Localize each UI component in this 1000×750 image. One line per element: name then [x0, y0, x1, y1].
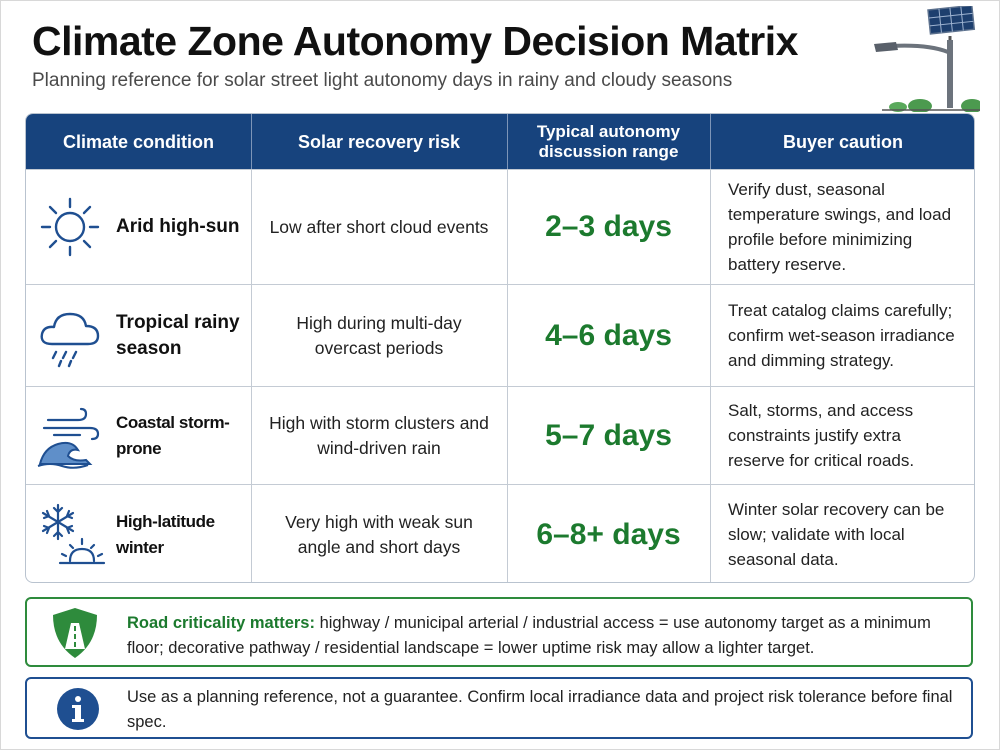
risk-cell: Low after short cloud events	[269, 216, 489, 237]
decision-matrix-table: Climate condition Solar recovery risk Ty…	[25, 113, 975, 583]
autonomy-range-cell: 6–8+ days	[536, 517, 681, 551]
header-autonomy-range: Typical autonomy discussion range	[536, 121, 681, 161]
condition-cell: Arid high-sun	[26, 170, 251, 284]
road-criticality-body: highway / municipal arterial / industria…	[127, 614, 931, 657]
risk-cell: High with storm clusters and wind-driven…	[269, 412, 489, 458]
condition-cell: Coastal storm-prone	[26, 387, 251, 484]
table-row: Arid high-sun Low after short cloud even…	[26, 169, 974, 284]
sun-icon	[40, 197, 100, 257]
road-criticality-note: Road criticality matters: highway / muni…	[25, 597, 973, 667]
caution-cell: Winter solar recovery can be slow; valid…	[728, 500, 945, 569]
condition-label: High-latitude winter	[116, 511, 215, 557]
autonomy-range-cell: 5–7 days	[545, 418, 672, 452]
solar-street-light-icon	[874, 6, 980, 112]
autonomy-range-cell: 4–6 days	[545, 318, 672, 352]
road-criticality-text: Road criticality matters: highway / muni…	[127, 611, 957, 661]
column-divider	[251, 169, 252, 582]
page-subtitle: Planning reference for solar street ligh…	[32, 70, 733, 91]
caution-cell: Verify dust, seasonal temperature swings…	[728, 180, 952, 274]
table-header: Climate condition Solar recovery risk Ty…	[26, 114, 974, 169]
rain-cloud-icon	[40, 312, 100, 367]
info-icon	[57, 688, 99, 730]
column-divider	[710, 169, 711, 582]
condition-label: Coastal storm-prone	[116, 412, 230, 458]
autonomy-range-cell: 2–3 days	[545, 210, 672, 243]
condition-cell: High-latitude winter	[26, 485, 251, 582]
header-climate-condition: Climate condition	[62, 131, 214, 152]
road-shield-icon	[53, 608, 97, 658]
planning-reference-text: Use as a planning reference, not a guara…	[127, 688, 953, 731]
column-divider	[507, 169, 508, 582]
page-title: Climate Zone Autonomy Decision Matrix	[32, 18, 798, 64]
header-divider	[507, 114, 508, 169]
table-row: High-latitude winter Very high with weak…	[26, 484, 974, 582]
road-criticality-lead: Road criticality matters:	[127, 614, 315, 632]
condition-cell: Tropical rainy season	[26, 285, 251, 386]
caution-cell: Salt, storms, and access constraints jus…	[728, 401, 915, 470]
header-buyer-caution: Buyer caution	[782, 131, 904, 152]
wind-wave-icon	[37, 407, 100, 469]
condition-label: Tropical rainy season	[116, 311, 240, 359]
header-divider	[251, 114, 252, 169]
header-divider	[710, 114, 711, 169]
table-row: Coastal storm-prone High with storm clus…	[26, 386, 974, 484]
caution-cell: Treat catalog claims carefully; confirm …	[728, 301, 955, 370]
condition-label: Arid high-sun	[116, 216, 240, 237]
snowflake-low-sun-icon	[41, 503, 106, 564]
risk-cell: High during multi-day overcast periods	[296, 312, 462, 358]
header-solar-recovery-risk: Solar recovery risk	[297, 131, 461, 152]
risk-cell: Very high with weak sun angle and short …	[285, 511, 473, 557]
table-row: Tropical rainy season High during multi-…	[26, 284, 974, 386]
planning-reference-note: Use as a planning reference, not a guara…	[25, 677, 973, 739]
